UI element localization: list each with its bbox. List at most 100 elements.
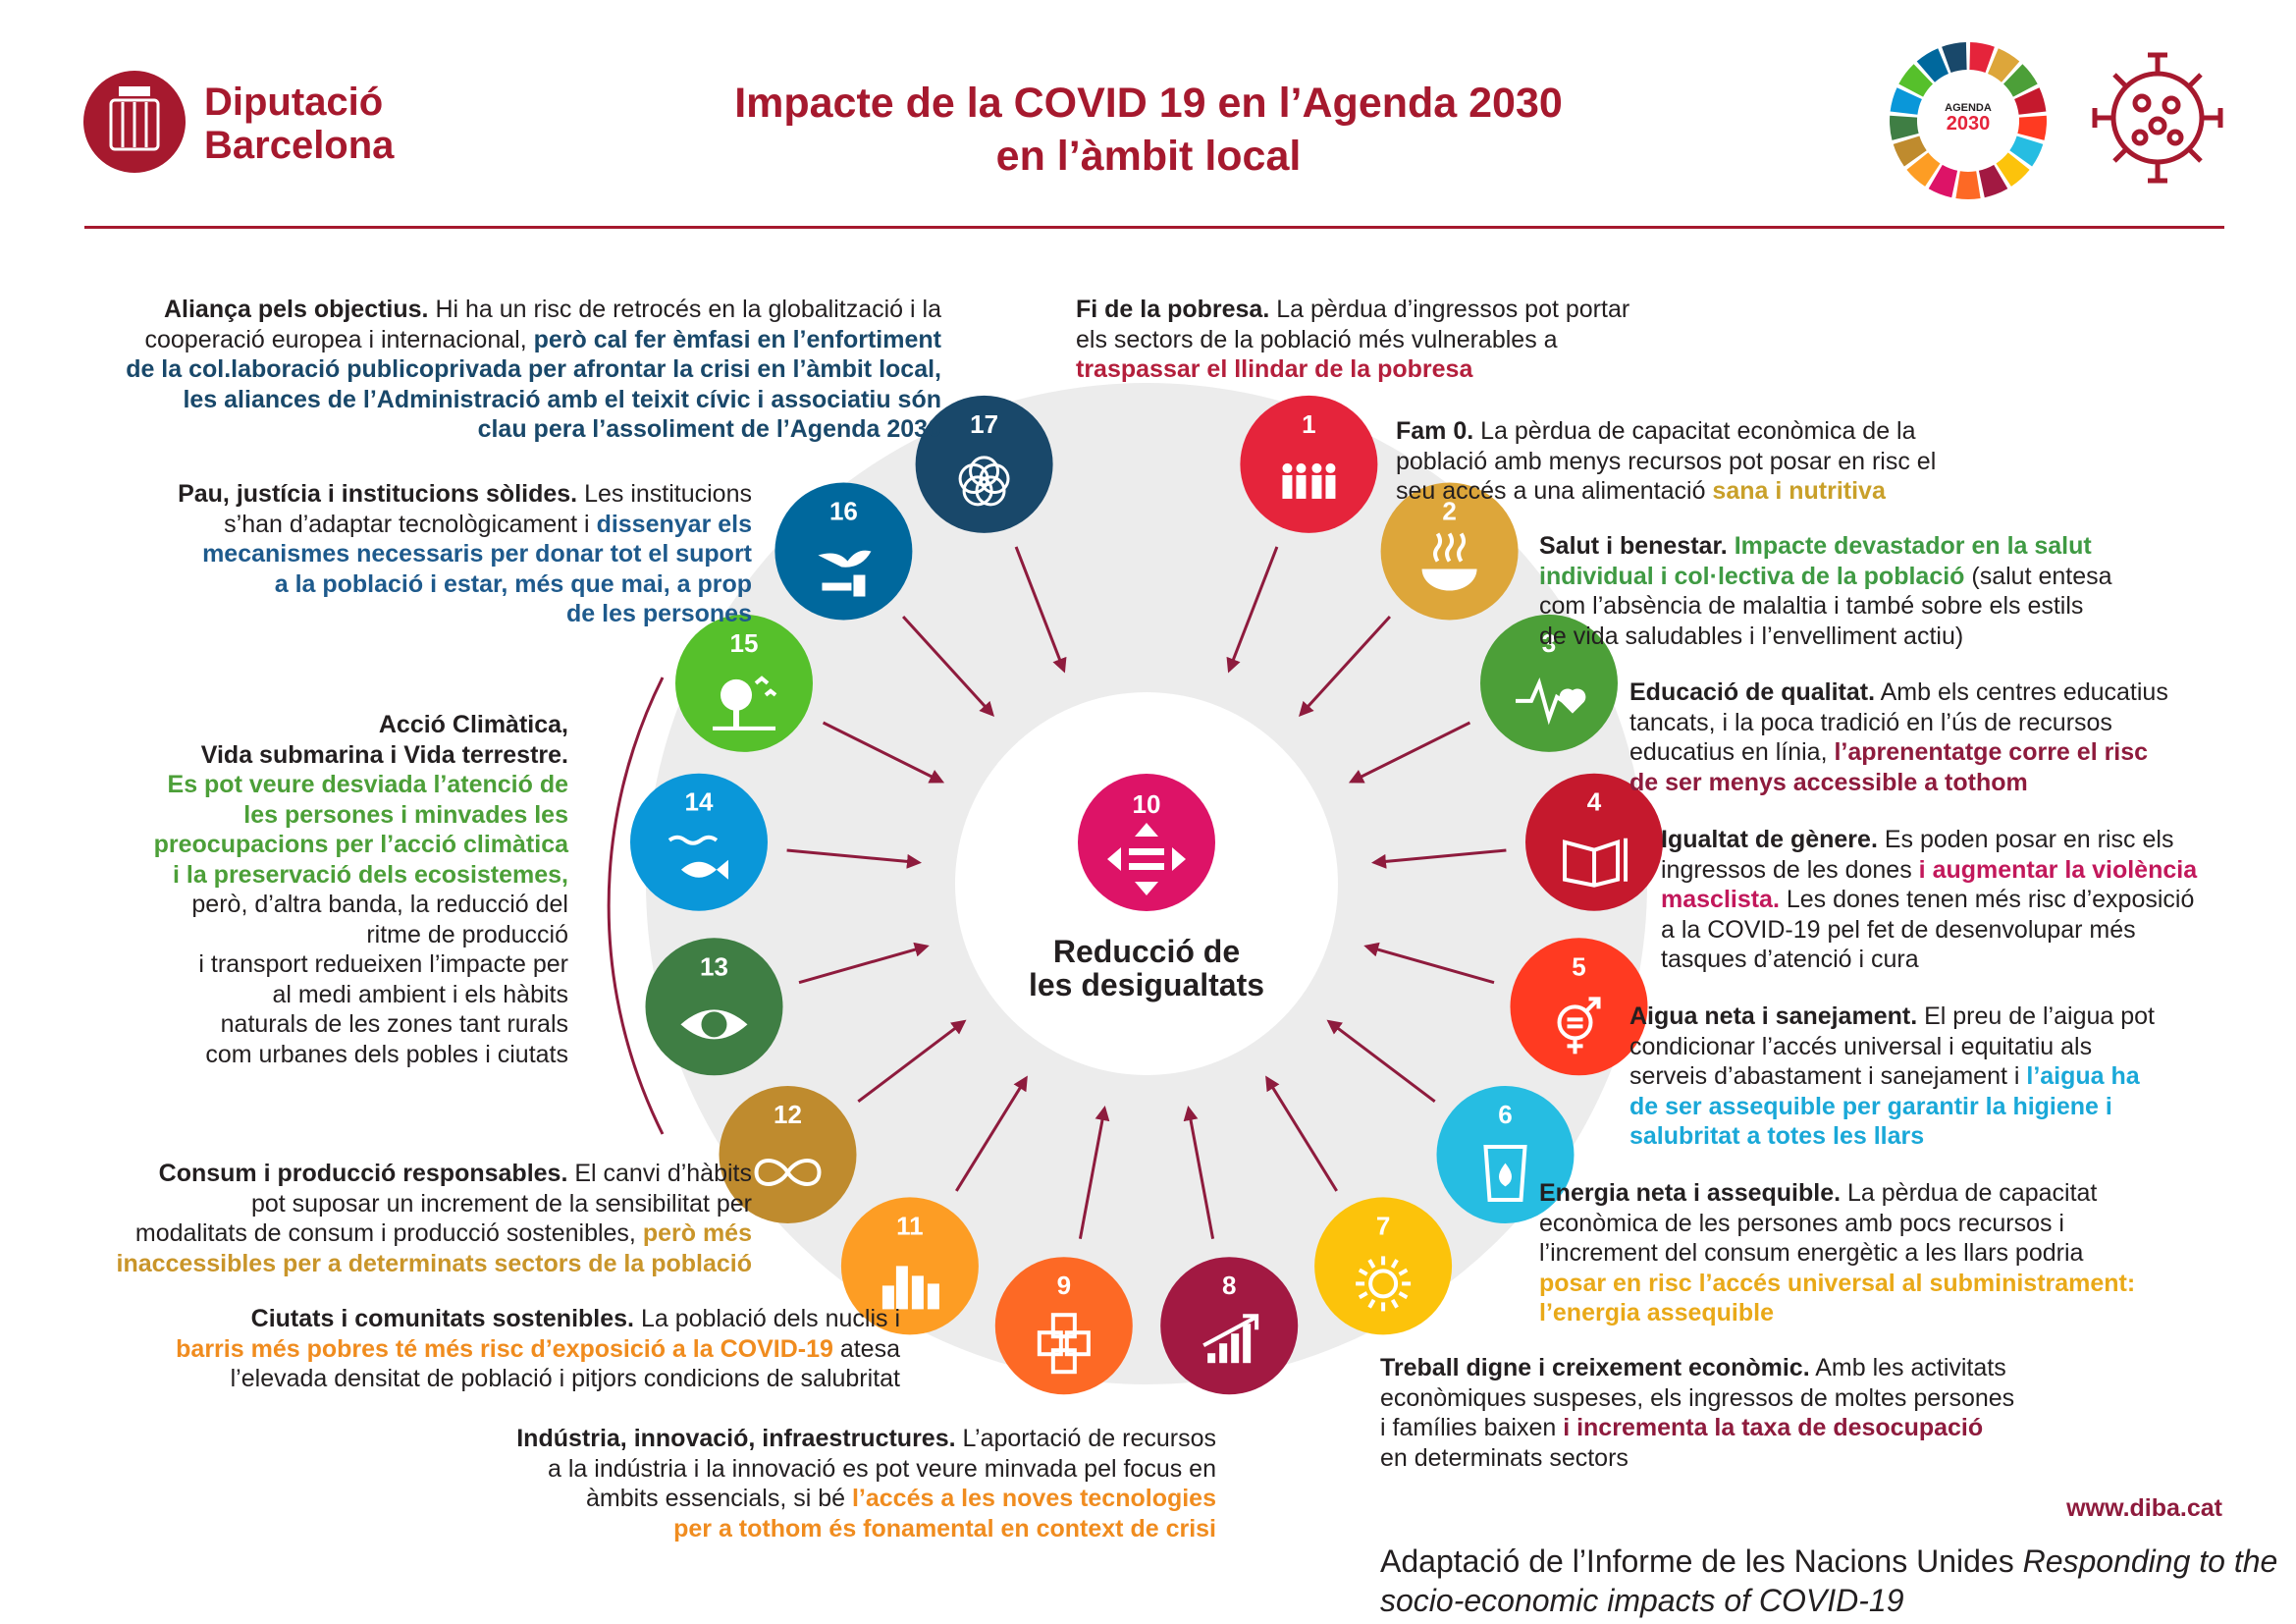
climate-highlight: preocupacions per l’acció climàtica — [153, 831, 568, 858]
goal-6-highlight: l’aigua ha — [2026, 1062, 2140, 1090]
rings-icon — [958, 456, 1010, 507]
goal-7-highlight: l’energia assequible — [1539, 1299, 1774, 1326]
goal-11-disc — [840, 1197, 979, 1335]
goal-1-number: 1 — [1302, 409, 1315, 439]
goal-3-body: com l’absència de malaltia i també sobre… — [1539, 592, 2084, 620]
virus-icon — [2092, 52, 2223, 184]
goal-4-number: 4 — [1587, 787, 1602, 817]
credit-text: Adaptació de l’Informe de les Nacions Un… — [1380, 1543, 2023, 1579]
agenda-wheel-segment — [1890, 115, 1919, 140]
goal-17-highlight: de la col.laboració publicoprivada per a… — [126, 355, 941, 383]
goal-4-text: Educació de qualitat. Amb els centres ed… — [1629, 677, 2168, 797]
arrow-goal-2 — [1298, 615, 1392, 718]
logo-line2: Barcelona — [204, 124, 395, 167]
center-label-line2: les desigualtats — [1029, 967, 1264, 1002]
agenda-wheel-segment — [1969, 42, 1995, 73]
arrow-goal-11 — [955, 1075, 1028, 1192]
goal-6-body: serveis d’abastament i sanejament i — [1629, 1062, 2027, 1090]
goal-5-body: a la COVID-19 pel fet de desenvolupar mé… — [1661, 915, 2136, 944]
goal-2-circle: 2 — [1380, 482, 1519, 621]
goal-1-body: La pèrdua d’ingressos pot portar — [1269, 296, 1630, 323]
goal-7-circle: 7 — [1314, 1197, 1453, 1335]
goal-12-body: El canvi d’hàbits — [567, 1160, 752, 1187]
agenda-wheel-segment — [1978, 164, 2008, 198]
goal-4-body: Amb els centres educatius — [1875, 678, 2168, 706]
arrow-goal-14 — [786, 848, 922, 869]
goal-5-body: Es poden posar en risc els — [1877, 826, 2174, 853]
arrow-goal-13 — [798, 942, 930, 985]
agenda-wheel-segment — [1906, 152, 1941, 187]
goal-7-body: l’increment del consum energètic a les l… — [1539, 1239, 2084, 1267]
goal-9-body: L’aportació de recursos — [955, 1425, 1217, 1452]
climate-body: però, d’altra banda, la reducció del — [191, 891, 568, 918]
goal-8-number: 8 — [1222, 1271, 1236, 1300]
goal-2-body: La pèrdua de capacitat econòmica de la — [1473, 417, 1916, 445]
goal-13-disc — [645, 938, 783, 1076]
goal-15-number: 15 — [730, 628, 759, 658]
agenda-wheel-segment — [2009, 135, 2044, 167]
goal-8-heading: Treball digne i creixement econòmic. — [1380, 1354, 1810, 1381]
goal-17-heading: Aliança pels objectius. — [163, 296, 429, 323]
goal-16-highlight: a la població i estar, més que mai, a pr… — [274, 569, 752, 598]
goal-17-highlight: les aliances de l’Administració amb el t… — [183, 385, 941, 413]
goal-11-highlight: barris més pobres té més risc d’exposici… — [176, 1334, 833, 1363]
arrow-goal-9 — [1078, 1106, 1110, 1239]
growth-chart-icon — [1202, 1314, 1259, 1364]
climate-highlight: i la preservació dels ecosistemes, — [172, 860, 568, 889]
goal-2-body: seu accés a una alimentació — [1396, 477, 1713, 505]
goal-8-body: en determinats sectors — [1380, 1443, 1629, 1472]
climate-highlight: Es pot veure desviada l’atenció de — [167, 771, 568, 798]
goal-5-highlight: i augmentar la violència — [1918, 855, 2198, 884]
agenda-badge-line1: AGENDA — [1945, 102, 1992, 114]
goal-16-highlight: de les persones — [566, 600, 752, 627]
arrow-goal-1 — [1226, 546, 1279, 674]
goal-6-number: 6 — [1498, 1100, 1512, 1129]
tree-icon — [713, 676, 777, 731]
center-label-line1: Reducció de — [1053, 934, 1240, 969]
left-bracket-arc — [607, 677, 665, 1135]
goal-7-body: econòmica de les persones amb pocs recur… — [1539, 1209, 2064, 1237]
goal-12-body: pot suposar un increment de la sensibili… — [250, 1189, 752, 1218]
agenda-wheel-segment — [2014, 87, 2047, 115]
goal-16-heading: Pau, justícia i institucions sòlides. — [178, 480, 578, 508]
goal-9-body: a la indústria i la innovació es pot veu… — [548, 1454, 1216, 1483]
goal-12-highlight: inaccessibles per a determinats sectors … — [116, 1249, 753, 1277]
website-link[interactable]: www.diba.cat — [2066, 1494, 2222, 1522]
page-title: Impacte de la COVID 19 en l’Agenda 2030 … — [491, 77, 1806, 183]
goal-3-highlight: Impacte devastador en la salut — [1727, 532, 2092, 560]
goal-7-heading: Energia neta i assequible. — [1539, 1179, 1842, 1207]
goal-8-text: Treball digne i creixement econòmic. Amb… — [1380, 1353, 2014, 1473]
goal-5-body: Les dones tenen més risc d’exposició — [1779, 886, 2195, 913]
goal-6-disc — [1436, 1086, 1575, 1223]
goal-1-body: els sectors de la població més vulnerabl… — [1076, 325, 1558, 353]
arrow-goal-12 — [857, 1019, 967, 1103]
goal-1-heading: Fi de la pobresa. — [1076, 296, 1270, 323]
water-glass-icon — [1483, 1145, 1527, 1203]
arrow-goal-15 — [822, 721, 945, 784]
goal-13-circle: 13 — [645, 938, 783, 1076]
goal-9-disc — [994, 1257, 1133, 1395]
goal-5-text: Igualtat de gènere. Es poden posar en ri… — [1661, 825, 2197, 975]
arrow-goal-17 — [1014, 546, 1067, 674]
goal-14-number: 14 — [685, 787, 714, 817]
goal-8-body: econòmiques suspeses, els ingressos de m… — [1380, 1383, 2015, 1412]
goal-16-number: 16 — [829, 497, 858, 526]
agenda-wheel-segment — [1898, 64, 1933, 97]
agenda-2030-wheel-icon — [1890, 42, 2047, 199]
climate-body: al medi ambient i els hàbits — [272, 980, 568, 1008]
book-icon — [1563, 838, 1629, 888]
goal-3-body: (salut entesa — [1964, 562, 2112, 590]
goal-17-highlight: però cal fer èmfasi en l’enfortiment — [533, 325, 941, 353]
arrow-goal-5 — [1363, 942, 1495, 985]
goal-11-heading: Ciutats i comunitats sostenibles. — [250, 1305, 634, 1332]
dove-icon — [818, 550, 872, 597]
goal-2-highlight: sana i nutritiva — [1712, 477, 1886, 505]
heartbeat-icon — [1515, 677, 1586, 726]
goal-3-highlight: individual i col·lectiva de la població — [1539, 562, 1965, 590]
goal-2-heading: Fam 0. — [1396, 417, 1474, 445]
goal-3-body: de vida saludables i l’envelliment actiu… — [1539, 622, 1964, 650]
goal-16-circle: 16 — [774, 482, 913, 621]
goal-2-text: Fam 0. La pèrdua de capacitat econòmica … — [1396, 416, 1936, 507]
goal-11-number: 11 — [896, 1211, 924, 1240]
